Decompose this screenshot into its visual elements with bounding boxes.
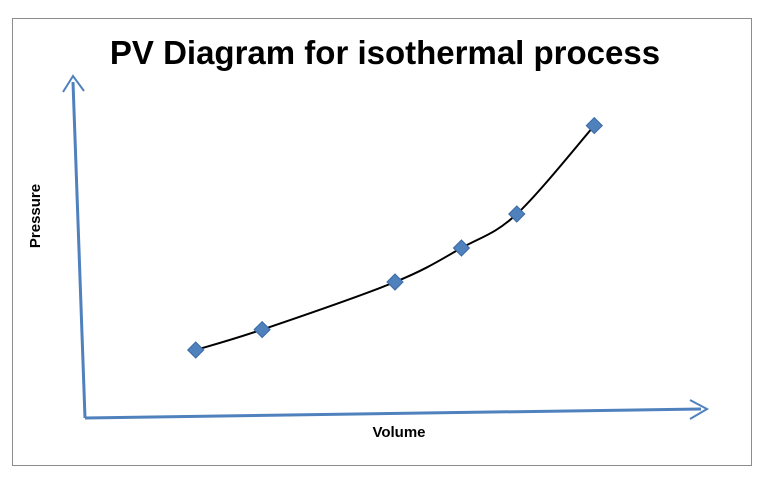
data-point-1 [187,341,205,359]
data-point-3 [386,273,404,291]
data-points [187,116,603,359]
chart-title: PV Diagram for isothermal process [110,34,660,71]
x-axis-arrow [689,399,710,420]
y-axis-line [71,81,87,419]
data-point-5 [508,205,526,223]
data-point-6 [585,116,603,135]
data-point-4 [452,239,471,257]
y-axis-arrow [62,74,85,93]
chart-frame [12,18,752,466]
y-axis-label: Pressure [27,184,44,248]
x-axis-label: Volume [372,424,425,441]
axes [62,74,710,420]
trend-curve [195,124,596,351]
x-axis-line [84,407,702,420]
data-point-2 [253,320,271,339]
